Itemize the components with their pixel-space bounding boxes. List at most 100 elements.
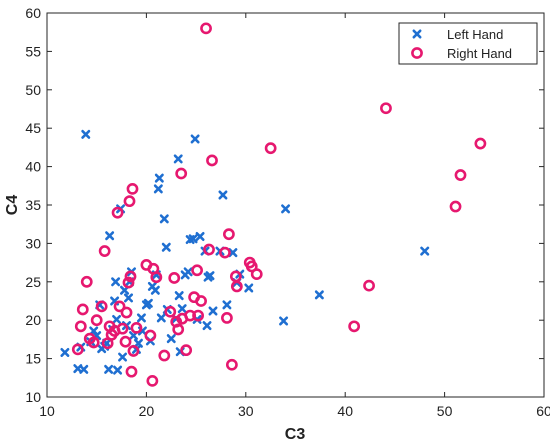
data-point [183,267,193,277]
y-tick-label: 10 [25,389,41,405]
x-tick-label: 20 [139,403,155,419]
data-point [205,271,215,281]
data-point [81,129,91,139]
data-point [146,374,159,387]
data-point [156,313,166,323]
data-point [112,314,122,324]
data-point [133,338,143,348]
data-markers [60,22,487,387]
x-axis-label: C3 [285,426,306,443]
y-tick-label: 45 [25,120,41,136]
data-point [223,228,235,241]
data-point [228,248,238,258]
tick-labels: 10 20 30 40 50 60 10 15 20 25 30 35 40 45 50 55 60 [25,5,550,419]
data-point [454,169,467,181]
y-tick-label: 25 [25,274,41,290]
data-point [208,306,218,316]
data-point [74,320,87,333]
data-point [126,182,139,195]
legend-marker [412,29,422,39]
data-point [125,365,138,378]
data-point [76,303,89,316]
data-point [95,300,108,313]
data-point [111,206,124,219]
data-point [202,321,212,331]
y-tick-label: 30 [25,235,41,251]
data-point [225,358,238,371]
y-tick-label: 50 [25,82,41,98]
data-point [177,304,187,314]
data-point [168,272,181,284]
data-point [136,313,146,323]
data-point [219,246,231,259]
y-tick-label: 60 [25,5,41,21]
x-tick-label: 40 [337,403,353,419]
data-point [195,295,207,307]
y-tick-label: 15 [25,351,41,367]
data-point [195,231,205,241]
data-point [264,142,277,155]
data-point [60,347,70,357]
legend: Left Hand Right Hand [398,22,538,65]
data-point [174,291,184,301]
data-point [449,200,462,213]
data-point [143,298,153,308]
data-point [154,173,164,183]
data-point [90,314,103,327]
data-point [120,306,133,319]
data-point [222,300,232,310]
data-point [363,279,375,292]
data-point [188,234,198,244]
data-point [124,270,137,283]
data-point [380,102,392,115]
data-point [191,264,203,277]
legend-label: Left Hand [447,27,503,42]
y-tick-label: 55 [25,43,41,59]
data-point [71,343,84,356]
data-point [104,364,114,374]
data-point [192,309,204,322]
data-point [221,311,233,324]
data-point [281,204,291,214]
data-point [173,154,183,164]
data-point [80,275,93,288]
series-1 [60,129,430,375]
data-point [244,283,254,293]
data-point [250,268,263,281]
data-point [116,322,129,335]
data-point [153,184,163,194]
data-point [105,231,115,241]
data-point [150,271,163,284]
data-point [161,242,171,252]
data-point [190,134,200,144]
data-point [113,365,123,375]
data-point [122,276,135,289]
data-point [158,349,171,362]
y-axis-label: C4 [4,195,21,216]
series-2 [71,22,487,387]
data-point [123,195,136,208]
data-point [150,285,160,295]
data-point [314,290,324,300]
data-point [279,316,289,326]
y-tick-label: 40 [25,159,41,175]
axis-ticks [46,12,545,398]
y-tick-label: 35 [25,197,41,213]
x-tick-label: 60 [536,403,550,419]
data-point [200,22,212,35]
data-point [172,323,185,336]
data-point [111,277,121,287]
data-point [474,137,487,150]
data-point [420,246,430,256]
data-point [166,334,176,344]
data-point [127,345,140,357]
data-point [218,190,228,200]
data-point [203,243,215,256]
data-point [175,167,188,180]
data-point [348,320,361,333]
data-point [206,154,218,167]
data-point [98,245,111,257]
data-point [87,336,100,349]
legend-box [398,22,538,65]
